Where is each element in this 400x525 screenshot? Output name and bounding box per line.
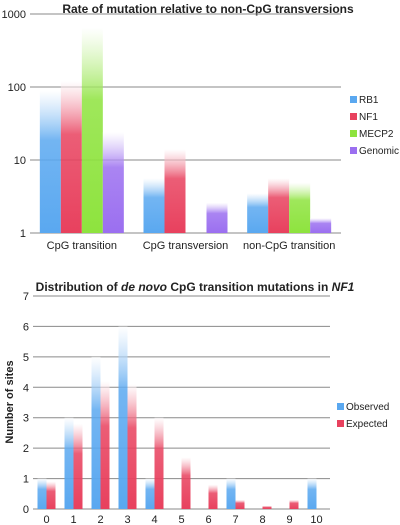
bar-nf1-non-cpg-transition [268, 178, 290, 233]
bar-observed-10 [307, 478, 317, 509]
bar-expected-4 [154, 417, 164, 509]
bar-expected-6 [208, 484, 218, 509]
chart2-x-tick-label: 8 [259, 514, 265, 525]
chart2-x-tick-label: 5 [178, 514, 184, 525]
bar-expected-9 [289, 499, 299, 509]
chart1-y-tick-label: 10 [14, 155, 26, 167]
chart2-x-ticks: 0 1 2 3 4 5 6 7 8 9 10 [43, 514, 322, 525]
chart1-y-tick-label: 1 [20, 228, 26, 240]
chart2-y-tick-label: 2 [23, 443, 29, 455]
chart2-title: Distribution of de novo CpG transition m… [36, 280, 355, 294]
chart2-x-tick-label: 4 [151, 514, 157, 525]
bar-genomic-cpg-transversion [206, 202, 228, 233]
chart1-y-tick-label: 1000 [2, 9, 26, 21]
bar-expected-7 [235, 499, 245, 509]
chart1-y-ticks: 1 10 100 1000 [2, 9, 26, 240]
chart1-x-ticks: CpG transition CpG transversion non-CpG tr… [47, 240, 336, 252]
legend-label-observed: Observed [346, 402, 389, 413]
chart2-x-tick-label: 10 [310, 514, 322, 525]
bar-observed-0 [37, 478, 47, 509]
legend-label-genomic: Genomic [359, 146, 399, 157]
legend-swatch-rb1 [350, 96, 357, 103]
bar-observed-7 [226, 478, 236, 509]
chart2-title-part2: de novo [121, 280, 167, 294]
chart2-y-ticks: 0 1 2 3 4 5 6 7 [23, 291, 29, 516]
chart1-x-tick-label: CpG transition [47, 240, 117, 252]
bar-genomic-cpg-transition [102, 132, 124, 233]
bar-expected-0 [46, 481, 56, 509]
legend-swatch-expected [337, 420, 344, 427]
legend-swatch-mecp2 [350, 130, 357, 137]
bar-nf1-cpg-transition [60, 81, 82, 233]
bar-genomic-non-cpg-transition [310, 218, 332, 233]
bar-observed-1 [64, 417, 74, 509]
chart2-y-tick-label: 7 [23, 291, 29, 303]
bar-observed-2 [91, 356, 101, 509]
bar-nf1-cpg-transversion [164, 149, 186, 233]
chart2-y-tick-label: 5 [23, 352, 29, 364]
chart2-x-tick-label: 6 [205, 514, 211, 525]
chart2-y-tick-label: 6 [23, 321, 29, 333]
chart2-x-tick-label: 1 [70, 514, 76, 525]
legend-label-rb1: RB1 [359, 95, 379, 106]
chart2-x-tick-label: 9 [286, 514, 292, 525]
legend-swatch-genomic [350, 147, 357, 154]
bar-expected-8 [262, 505, 272, 509]
bar-expected-5 [181, 457, 191, 509]
chart2-x-tick-label: 7 [232, 514, 238, 525]
bar-mecp2-cpg-transition [81, 27, 103, 234]
chart1-x-tick-label: non-CpG transition [243, 240, 335, 252]
chart1-y-tick-label: 100 [8, 82, 26, 94]
chart2-bars [37, 326, 317, 509]
bar-expected-2 [100, 381, 110, 509]
chart2-y-tick-label: 4 [23, 382, 29, 394]
bar-expected-3 [127, 384, 137, 509]
chart2-x-tick-label: 3 [124, 514, 130, 525]
chart2-y-axis-label: Number of sites [4, 360, 16, 443]
chart1-x-tick-label: CpG transversion [143, 240, 229, 252]
legend-swatch-observed [337, 403, 344, 410]
chart2-x-tick-label: 0 [43, 514, 49, 525]
chart1-title: Rate of mutation relative to non-CpG tra… [62, 2, 354, 16]
legend-label-mecp2: MECP2 [359, 129, 394, 140]
bar-rb1-cpg-transition [39, 90, 61, 233]
chart2-title-part4: NF1 [332, 280, 355, 294]
chart2-legend: Observed Expected [337, 402, 389, 430]
bar-rb1-non-cpg-transition [247, 193, 269, 233]
chart2-title-part3: CpG transition mutations in [167, 280, 332, 294]
bar-expected-1 [73, 423, 83, 509]
bar-rb1-cpg-transversion [143, 178, 165, 233]
chart1-legend: RB1 NF1 MECP2 Genomic [350, 95, 399, 157]
bar-observed-3 [118, 326, 128, 509]
legend-swatch-nf1 [350, 113, 357, 120]
chart2-title-part1: Distribution of [36, 280, 121, 294]
legend-label-nf1: NF1 [359, 112, 378, 123]
chart2-y-tick-label: 0 [23, 504, 29, 516]
chart2-x-tick-label: 2 [97, 514, 103, 525]
bar-mecp2-non-cpg-transition [289, 182, 311, 233]
chart2-y-tick-label: 1 [23, 474, 29, 486]
bar-observed-4 [145, 478, 155, 509]
chart2-y-tick-label: 3 [23, 413, 29, 425]
legend-label-expected: Expected [346, 419, 388, 430]
chart1-bars [39, 27, 332, 234]
